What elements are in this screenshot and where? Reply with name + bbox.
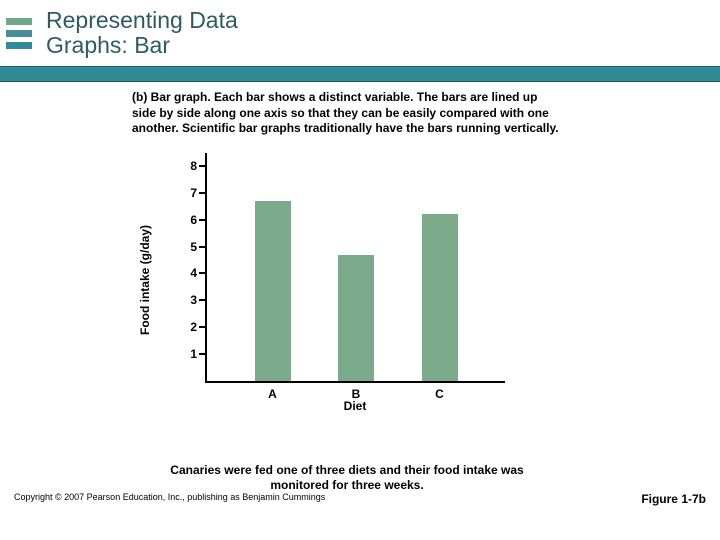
icon-bar-2 <box>6 30 32 37</box>
copyright-text: Copyright © 2007 Pearson Education, Inc.… <box>14 492 325 506</box>
y-tick <box>199 299 207 301</box>
y-axis-label: Food intake (g/day) <box>138 225 152 335</box>
y-tick <box>199 165 207 167</box>
figure-number: Figure 1-7b <box>641 492 706 506</box>
slide-content: (b) Bar graph. Each bar shows a distinct… <box>0 82 720 512</box>
y-tick-label: 3 <box>179 293 197 307</box>
y-tick-label: 6 <box>179 213 197 227</box>
figure-caption-top: (b) Bar graph. Each bar shows a distinct… <box>132 90 562 137</box>
y-tick-label: 8 <box>179 159 197 173</box>
y-tick <box>199 246 207 248</box>
y-tick <box>199 272 207 274</box>
icon-bar-1 <box>6 18 32 25</box>
x-axis-label: Diet <box>205 399 505 413</box>
figure-block: (b) Bar graph. Each bar shows a distinct… <box>132 90 562 494</box>
plot-area: 12345678ABC <box>205 153 505 383</box>
figure-caption-bottom: Canaries were fed one of three diets and… <box>132 463 562 494</box>
header-title-wrap: Representing Data Graphs: Bar <box>40 0 720 66</box>
y-tick-label: 7 <box>179 186 197 200</box>
icon-bar-3 <box>6 42 32 49</box>
y-tick <box>199 353 207 355</box>
header-accent-strip <box>0 66 720 82</box>
title-line-1: Representing Data <box>46 7 238 33</box>
chart-bar <box>338 255 374 381</box>
chart-bar <box>422 214 458 380</box>
y-tick <box>199 326 207 328</box>
caption-prefix: (b) Bar graph. <box>132 90 211 104</box>
y-tick <box>199 192 207 194</box>
title-line-2: Graphs: Bar <box>46 32 170 58</box>
chart-bar <box>255 201 291 381</box>
y-tick <box>199 219 207 221</box>
slide-footer: Copyright © 2007 Pearson Education, Inc.… <box>0 492 720 506</box>
slide-header: Representing Data Graphs: Bar <box>0 0 720 66</box>
slide-title: Representing Data Graphs: Bar <box>46 8 238 59</box>
y-tick-label: 4 <box>179 266 197 280</box>
y-tick-label: 2 <box>179 320 197 334</box>
bar-chart: Food intake (g/day) 12345678ABC Diet <box>157 145 537 415</box>
y-tick-label: 1 <box>179 347 197 361</box>
header-stack-icon <box>0 0 40 66</box>
y-tick-label: 5 <box>179 240 197 254</box>
